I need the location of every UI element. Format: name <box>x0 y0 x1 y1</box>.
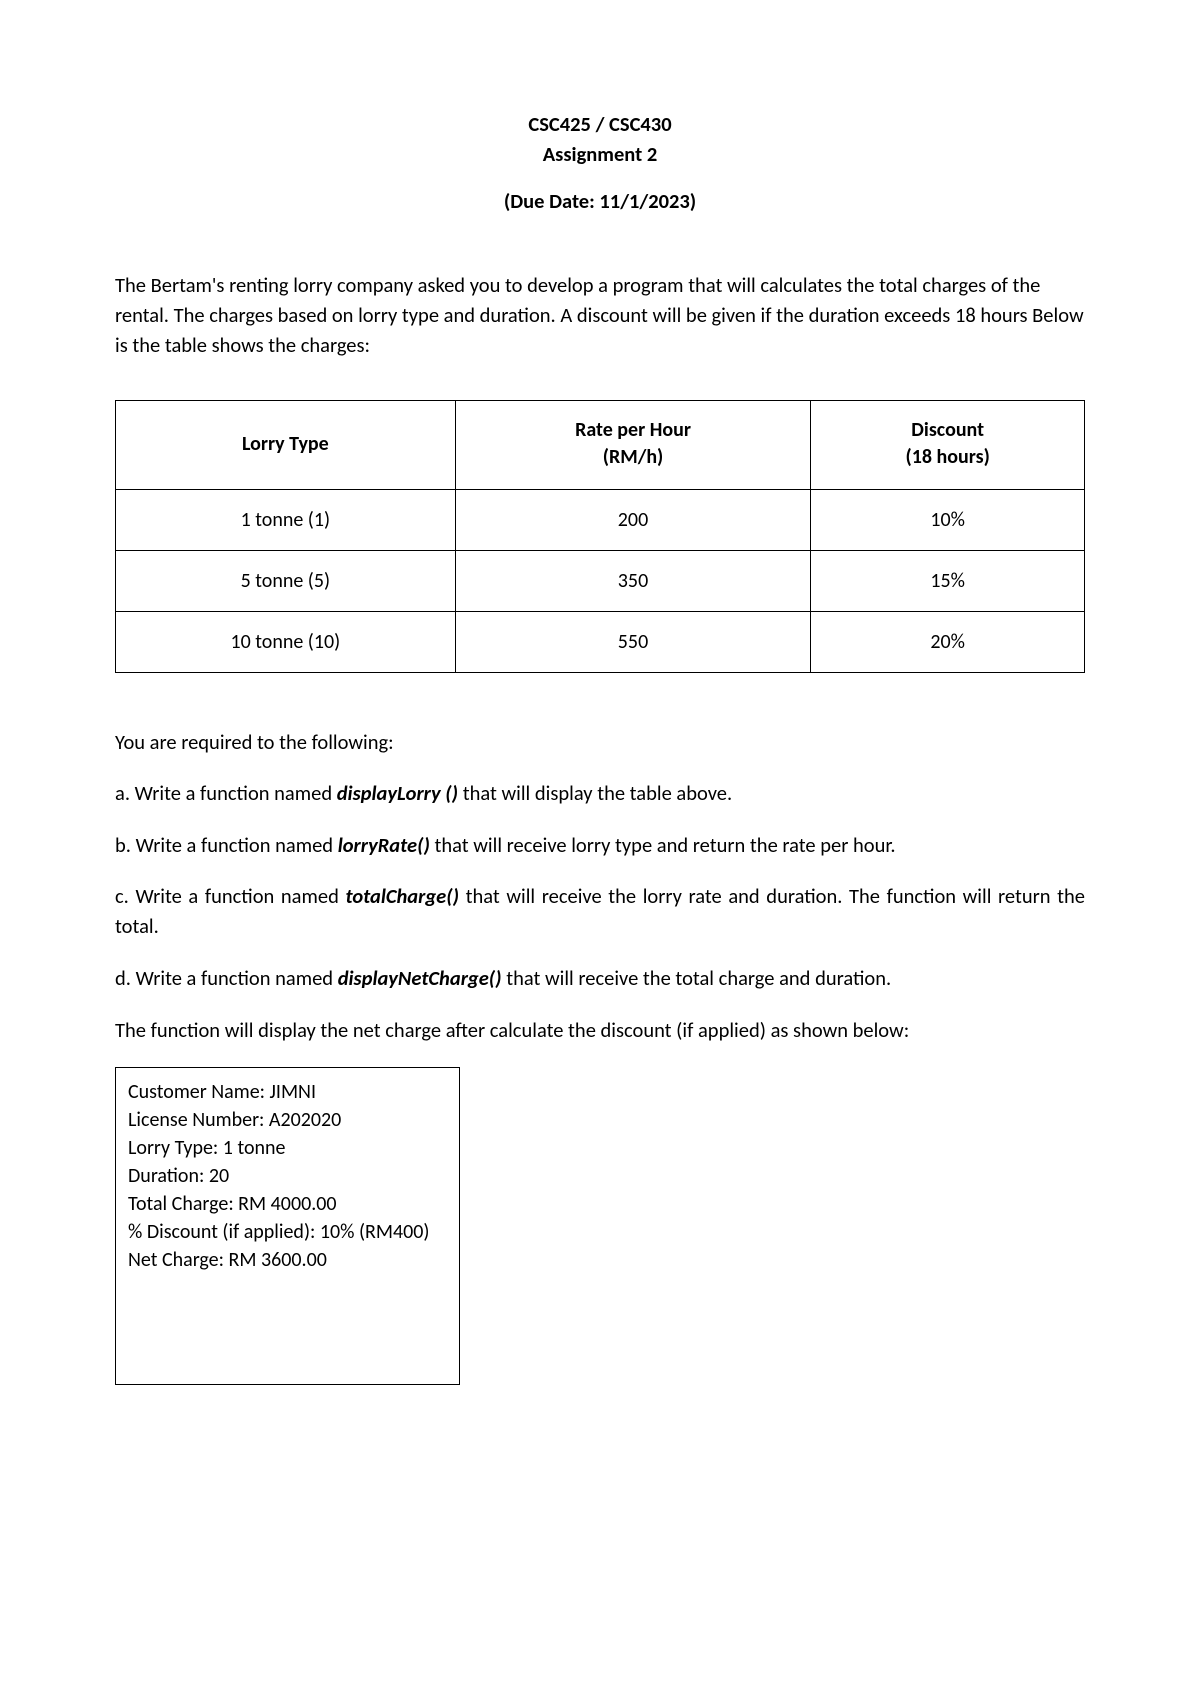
item-b: b. Write a function named lorryRate() th… <box>115 831 1085 861</box>
col-header-discount: Discount(18 hours) <box>811 401 1085 490</box>
output-lorry-type: Lorry Type: 1 tonne <box>128 1134 447 1162</box>
table-row: 5 tonne (5) 350 15% <box>116 551 1085 612</box>
result-description: The function will display the net charge… <box>115 1016 1085 1046</box>
output-license: License Number: A202020 <box>128 1106 447 1134</box>
output-duration: Duration: 20 <box>128 1162 447 1190</box>
cell-rate: 200 <box>455 490 811 551</box>
lorry-charges-table: Lorry Type Rate per Hour(RM/h) Discount(… <box>115 400 1085 673</box>
cell-rate: 350 <box>455 551 811 612</box>
cell-discount: 20% <box>811 612 1085 673</box>
cell-discount: 10% <box>811 490 1085 551</box>
item-a: a. Write a function named displayLorry (… <box>115 779 1085 809</box>
table-row: 10 tonne (10) 550 20% <box>116 612 1085 673</box>
output-discount: % Discount (if applied): 10% (RM400) <box>128 1218 447 1246</box>
course-code: CSC425 / CSC430 <box>115 110 1085 140</box>
col-header-rate: Rate per Hour(RM/h) <box>455 401 811 490</box>
function-name: lorryRate() <box>338 832 430 858</box>
function-name: totalCharge() <box>345 883 459 909</box>
output-net-charge: Net Charge: RM 3600.00 <box>128 1246 447 1274</box>
cell-type: 10 tonne (10) <box>116 612 456 673</box>
table-row: 1 tonne (1) 200 10% <box>116 490 1085 551</box>
cell-type: 5 tonne (5) <box>116 551 456 612</box>
document-header: CSC425 / CSC430 Assignment 2 (Due Date: … <box>115 110 1085 216</box>
item-d: d. Write a function named displayNetChar… <box>115 964 1085 994</box>
due-date: (Due Date: 11/1/2023) <box>115 187 1085 216</box>
cell-discount: 15% <box>811 551 1085 612</box>
cell-rate: 550 <box>455 612 811 673</box>
table-header-row: Lorry Type Rate per Hour(RM/h) Discount(… <box>116 401 1085 490</box>
output-total-charge: Total Charge: RM 4000.00 <box>128 1190 447 1218</box>
cell-type: 1 tonne (1) <box>116 490 456 551</box>
assignment-title: Assignment 2 <box>115 140 1085 170</box>
sample-output-box: Customer Name: JIMNI License Number: A20… <box>115 1067 460 1385</box>
col-header-lorry-type: Lorry Type <box>116 401 456 490</box>
function-name: displayNetCharge() <box>338 965 502 991</box>
required-intro: You are required to the following: <box>115 728 1085 757</box>
function-name: displayLorry () <box>337 780 458 806</box>
output-customer-name: Customer Name: JIMNI <box>128 1078 447 1106</box>
item-c: c. Write a function named totalCharge() … <box>115 882 1085 941</box>
intro-paragraph: The Bertam's renting lorry company asked… <box>115 271 1085 360</box>
